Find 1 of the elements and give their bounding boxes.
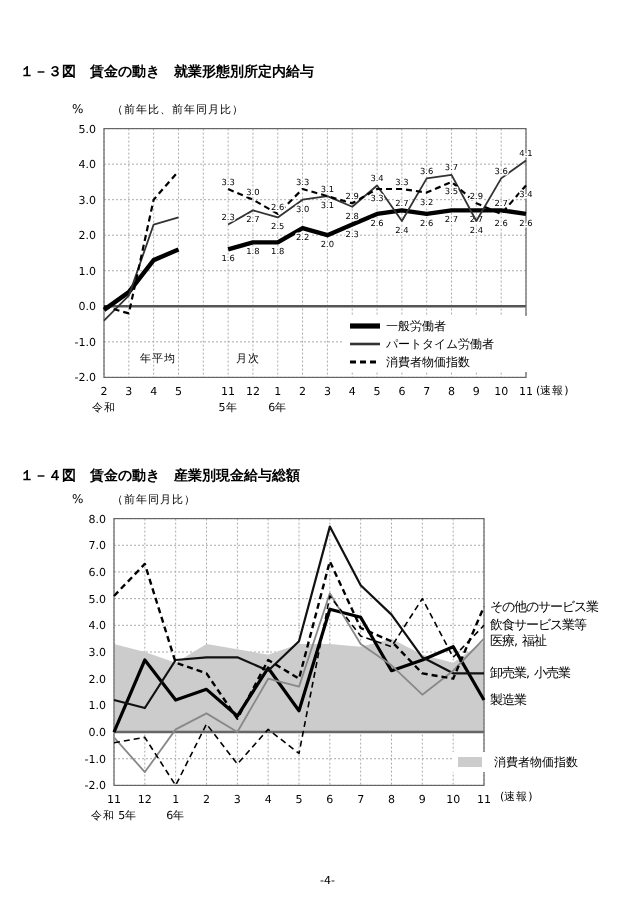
line-series (112, 525, 486, 710)
